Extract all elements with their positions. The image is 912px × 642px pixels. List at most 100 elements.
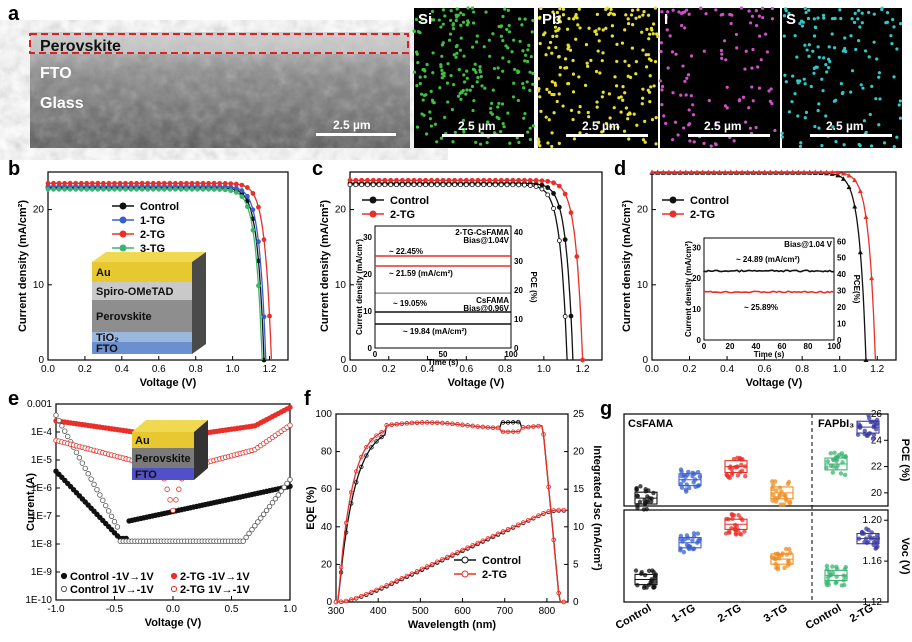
- eds-dot: [670, 138, 675, 142]
- eds-dot: [640, 102, 644, 106]
- eds-dot: [645, 27, 649, 31]
- eds-dot: [491, 32, 495, 36]
- eds-dot: [798, 21, 802, 26]
- eds-dot: [536, 137, 540, 141]
- data-point: [394, 182, 399, 188]
- data-point: [745, 169, 751, 174]
- data-point: [239, 194, 245, 200]
- data-point: [504, 182, 510, 188]
- eds-dot: [475, 34, 479, 38]
- y-tick-label: 0: [340, 355, 346, 366]
- panel-c-chart: 0.0 0.2 0.4 0.6 0.8 1.0 1.2 0 10 20 Voltage (V) Cur…: [319, 171, 603, 389]
- eds-dot: [554, 45, 558, 50]
- legend-marker: [369, 196, 377, 204]
- data-point: [551, 191, 556, 196]
- data-point: [145, 186, 151, 192]
- data-point: [128, 180, 134, 186]
- box-point: [770, 486, 775, 492]
- eds-dot: [471, 67, 476, 71]
- y-tick-label: 1E-8: [31, 539, 53, 550]
- inset-text: 60: [778, 342, 787, 351]
- eds-dot: [741, 95, 746, 99]
- eds-dot: [725, 85, 729, 89]
- eds-dot: [611, 12, 616, 16]
- eds-dot: [796, 114, 800, 118]
- eds-dot: [830, 16, 835, 21]
- eds-dot: [685, 8, 689, 12]
- eds-dot: [601, 28, 605, 32]
- eds-dot: [843, 36, 847, 40]
- box-point: [679, 485, 685, 490]
- box-point: [864, 526, 869, 531]
- plot-frame: [47, 171, 289, 361]
- box-point: [870, 436, 876, 441]
- category-label: 3-TG: [762, 602, 790, 625]
- eds-dot: [439, 136, 444, 140]
- eds-dot: [626, 21, 631, 26]
- box-point: [737, 531, 742, 536]
- data-point: [824, 169, 830, 175]
- y2-tick-label: 0: [573, 597, 579, 608]
- box-point: [633, 568, 639, 573]
- eds-dot: [680, 23, 684, 28]
- eds-dot: [798, 144, 803, 148]
- box-point: [840, 460, 845, 465]
- eds-dot: [541, 33, 546, 37]
- box-point: [743, 473, 748, 479]
- box-point: [773, 499, 779, 504]
- eds-dot: [574, 37, 578, 41]
- legend-entry: 2-TG: [690, 209, 715, 221]
- eds-dot: [739, 6, 744, 10]
- eds-dot: [484, 10, 488, 14]
- eds-dot: [550, 144, 554, 149]
- box-point: [678, 546, 683, 551]
- box-point: [832, 450, 837, 456]
- eds-dot: [536, 77, 541, 81]
- eds-dot: [475, 40, 479, 44]
- box-point: [634, 486, 639, 492]
- eds-dot: [538, 15, 542, 19]
- legend-marker: [119, 202, 127, 210]
- eds-dot: [895, 47, 899, 51]
- inset-text: 20: [837, 303, 846, 312]
- x-tick-label: 0.5: [225, 604, 239, 615]
- category-label: 2-TG: [848, 602, 876, 625]
- data-point-control-rev: [275, 492, 281, 498]
- box-point: [726, 516, 731, 522]
- eds-dot: [849, 90, 853, 94]
- eds-dot: [539, 109, 543, 113]
- data-point: [189, 180, 195, 186]
- y-tick-label: 80: [321, 447, 333, 458]
- legend-marker: [60, 572, 68, 580]
- box-point: [635, 493, 641, 499]
- eds-dot: [812, 71, 816, 75]
- data-point: [672, 169, 678, 174]
- inset-y-label: Current density (mA/cm²): [684, 241, 693, 337]
- box-point: [732, 526, 737, 532]
- eds-dot: [464, 92, 468, 96]
- data-point-control-rev: [97, 492, 103, 498]
- inset-text: 30: [692, 243, 701, 252]
- device-layer: [132, 468, 194, 480]
- eds-dot: [577, 7, 581, 11]
- inset-text: 30: [514, 257, 523, 266]
- eds-dot: [585, 61, 589, 65]
- eds-dot: [457, 67, 461, 72]
- eds-dot: [653, 60, 658, 64]
- data-point: [677, 169, 683, 174]
- eds-dot: [517, 140, 521, 145]
- eds-dot: [796, 79, 800, 83]
- data-point: [846, 172, 852, 178]
- inset-text: 80: [804, 342, 813, 351]
- eds-dot: [877, 123, 881, 127]
- eds-dot: [605, 6, 609, 10]
- box-point: [862, 539, 867, 545]
- data-point: [100, 180, 106, 186]
- eds-dot: [660, 88, 664, 92]
- eds-dot: [671, 91, 675, 95]
- eds-dot: [412, 29, 416, 34]
- eds-dot: [858, 25, 862, 29]
- x-tick-label: 0.8: [498, 364, 512, 375]
- device-top-face: [132, 420, 208, 432]
- eds-scale-label: 2.5 µm: [704, 119, 742, 133]
